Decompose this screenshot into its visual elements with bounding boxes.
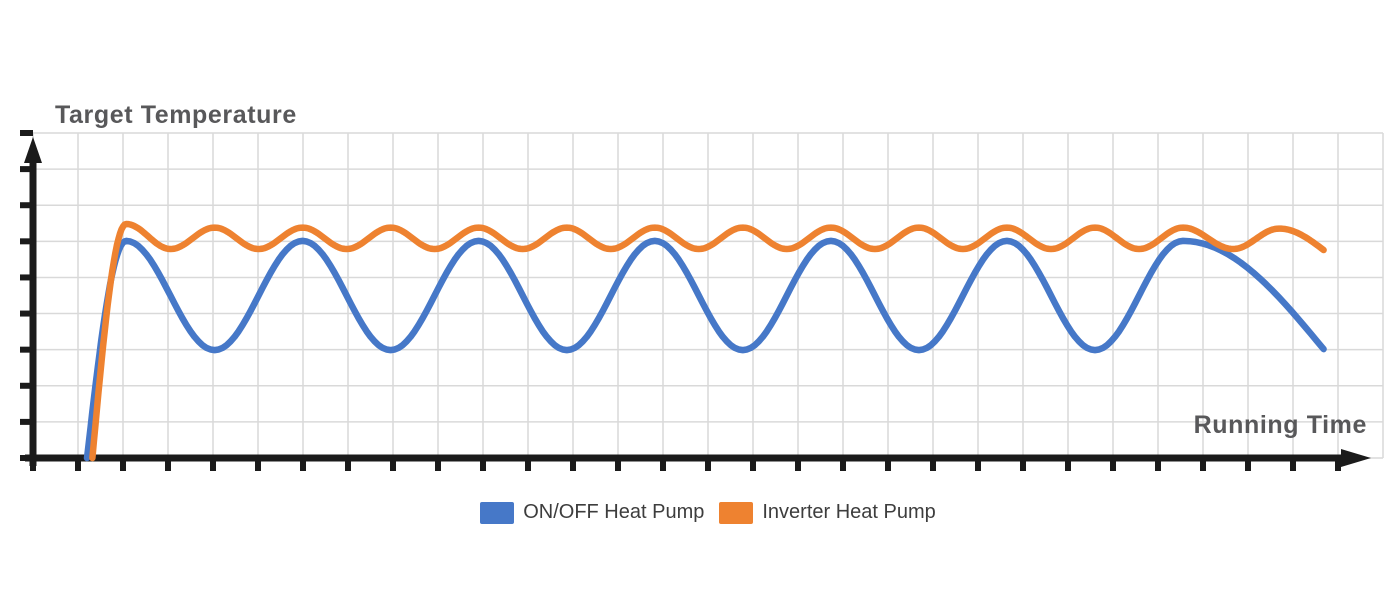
x-axis-arrow-icon: [1341, 449, 1371, 467]
x-axis-label: Running Time: [1193, 411, 1367, 439]
grid-lines: [32, 132, 1384, 459]
series-inverter-line: [89, 220, 1327, 462]
chart-title: Target Temperature: [55, 101, 297, 129]
series-onoff-line: [83, 237, 1327, 462]
inverter-series-label: Inverter Heat Pump: [762, 501, 936, 523]
legend-item-inverter: Inverter Heat Pump: [719, 501, 936, 524]
onoff-series-label: ON/OFF Heat Pump: [523, 501, 705, 523]
axes: [24, 137, 1371, 467]
x-axis-ticks: [30, 458, 1341, 471]
onoff-series-swatch: [480, 501, 515, 524]
y-axis-arrow-icon: [24, 137, 42, 163]
y-axis-ticks: [20, 130, 33, 461]
legend: ON/OFF Heat Pump Inverter Heat Pump: [8, 501, 1400, 524]
inverter-series-swatch: [719, 501, 754, 524]
legend-item-onoff: ON/OFF Heat Pump: [480, 501, 704, 524]
